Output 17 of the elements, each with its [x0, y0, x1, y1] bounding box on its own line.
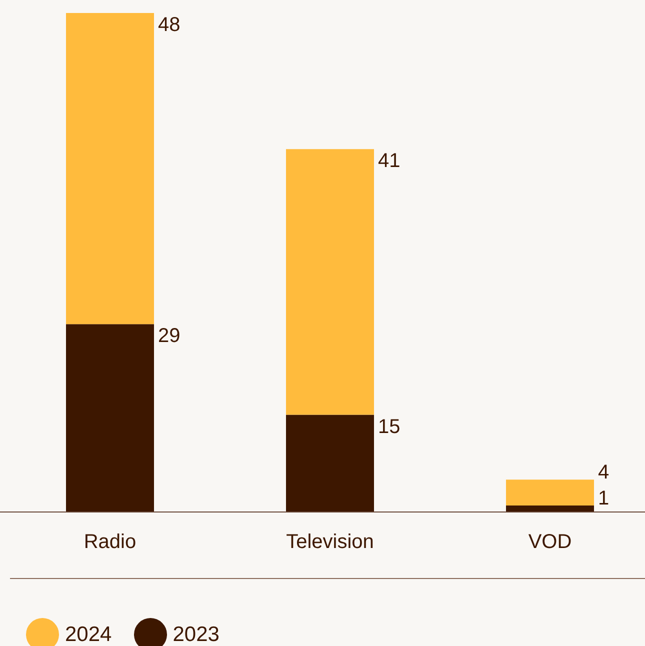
bar — [66, 324, 154, 512]
data-label: 41 — [378, 150, 400, 172]
x-tick-label: Television — [286, 531, 374, 554]
data-label: 29 — [158, 325, 180, 348]
x-tick-label: Radio — [84, 531, 136, 554]
data-label: 4 — [598, 462, 610, 484]
bar — [286, 149, 374, 415]
data-label: 48 — [158, 14, 180, 36]
legend-label: 2024 — [65, 622, 112, 646]
bar — [286, 414, 374, 512]
x-tick-label: VOD — [528, 531, 572, 554]
data-label: 1 — [598, 488, 610, 510]
legend-label: 2023 — [172, 622, 220, 646]
bar — [66, 13, 154, 324]
bar — [506, 506, 594, 512]
bar — [506, 480, 594, 506]
data-label: 15 — [378, 416, 400, 438]
